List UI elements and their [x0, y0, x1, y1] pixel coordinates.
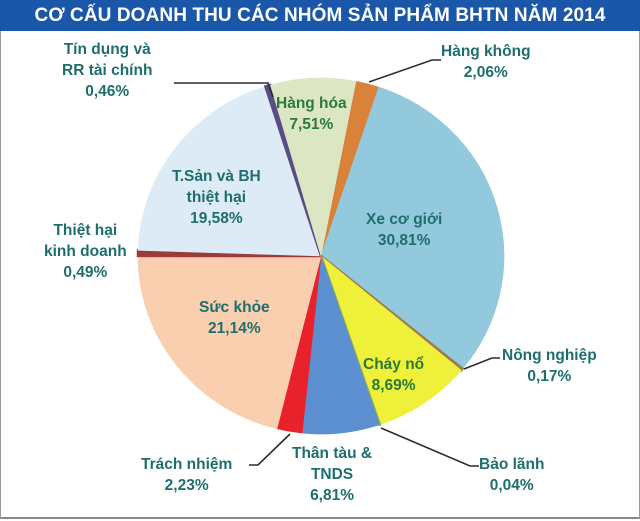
label-value: 6,81%	[310, 487, 355, 504]
label-text: Bảo lãnh	[479, 456, 545, 473]
label-value: 7,51%	[289, 116, 334, 133]
label-bao-lanh: Bảo lãnh 0,04%	[479, 454, 544, 496]
label-text: T.Sản và BH	[172, 168, 261, 185]
leader-line-tin-dung	[174, 82, 274, 98]
label-text: kinh doanh	[44, 243, 127, 260]
leader-line-trach-nhiem	[249, 433, 291, 466]
label-value: 8,69%	[371, 377, 416, 394]
label-value: 30,81%	[377, 232, 431, 249]
label-value: 0,49%	[63, 264, 108, 281]
label-value: 0,17%	[527, 368, 572, 385]
pie-slice-chay-no	[320, 255, 462, 425]
label-text: Trách nhiệm	[141, 456, 233, 473]
label-text: TNDS	[310, 466, 354, 483]
label-text: Thiệt hại	[53, 222, 118, 239]
label-value: 2,06%	[463, 64, 508, 81]
label-trach-nhiem: Trách nhiệm 2,23%	[141, 454, 232, 496]
label-hang-hoa: Hàng hóa 7,51%	[276, 93, 347, 135]
label-text: Thân tàu &	[292, 445, 373, 462]
label-suc-khoe: Sức khỏe 21,14%	[199, 297, 270, 339]
label-chay-no: Cháy nổ 8,69%	[363, 354, 424, 396]
label-text: RR tài chính	[62, 62, 153, 79]
leader-line-bao-lanh	[380, 427, 479, 467]
pie-slice-suc-khoe	[137, 255, 322, 430]
label-text: Cháy nổ	[363, 356, 425, 373]
label-tai-san: T.Sản và BH thiệt hại 19,58%	[172, 166, 261, 229]
label-xe-co-gioi: Xe cơ giới 30,81%	[366, 209, 442, 251]
label-than-tau: Thân tàu & TNDS 6,81%	[292, 443, 372, 506]
label-text: Sức khỏe	[199, 299, 270, 316]
chart-title: CƠ CẤU DOANH THU CÁC NHÓM SẢN PHẨM BHTN …	[0, 0, 640, 31]
label-value: 19,58%	[190, 210, 243, 227]
label-text: Hàng không	[441, 43, 531, 60]
label-text: Tín dụng và	[63, 41, 151, 58]
leader-lines	[174, 59, 500, 467]
pie-slice-xe-co-gioi	[320, 86, 505, 370]
leader-line-nong-nghiep	[463, 357, 500, 370]
leader-line-hang-khong	[368, 59, 441, 83]
label-text: thiệt hại	[186, 189, 247, 206]
pie-slice-hang-hoa	[270, 77, 357, 257]
label-text: Nông nghiệp	[502, 347, 597, 364]
label-value: 0,46%	[85, 83, 130, 100]
label-value: 21,14%	[208, 320, 261, 337]
label-tin-dung: Tín dụng và RR tài chính 0,46%	[62, 39, 152, 102]
label-text: Xe cơ giới	[366, 211, 443, 228]
label-thiet-hai-kd: Thiệt hại kinh doanh 0,49%	[44, 220, 127, 283]
label-text: Hàng hóa	[276, 95, 347, 112]
label-value: 0,04%	[489, 477, 534, 494]
label-value: 2,23%	[164, 477, 209, 494]
pie-slice-tai-san	[137, 86, 322, 257]
label-hang-khong: Hàng không 2,06%	[441, 41, 531, 83]
label-nong-nghiep: Nông nghiệp 0,17%	[502, 345, 597, 387]
pie-slices	[136, 77, 505, 435]
